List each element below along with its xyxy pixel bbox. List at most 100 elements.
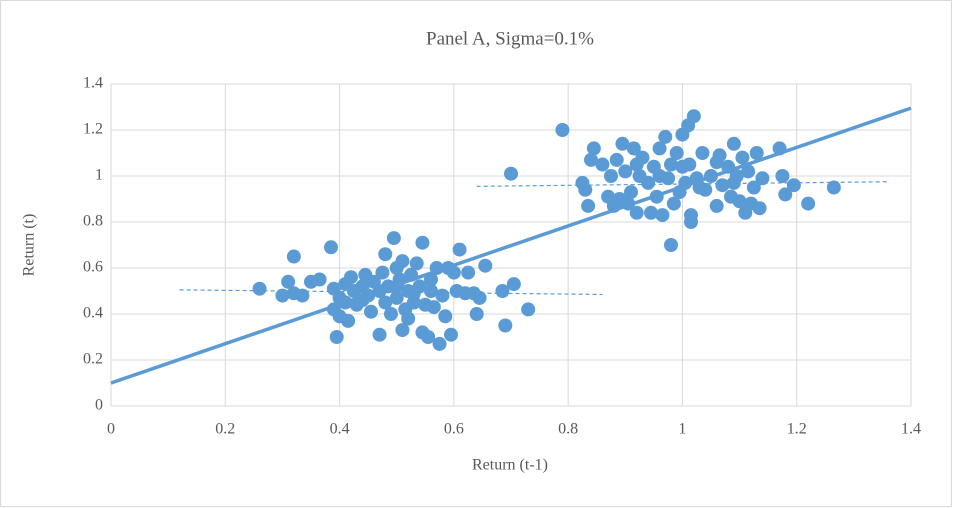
point [775,169,790,183]
point [826,180,841,195]
point [595,157,610,172]
point [626,141,641,156]
point [644,205,658,220]
point [421,330,436,344]
point [344,270,358,285]
chart-title: Panel A, Sigma=0.1% [426,28,594,49]
point [378,295,393,310]
point [386,231,401,246]
point [461,265,476,280]
point [629,205,644,220]
point [655,208,670,223]
point [609,152,624,167]
point [752,201,767,216]
point [801,196,816,211]
point [364,304,378,319]
point [709,198,724,213]
point [312,272,327,287]
y-tick-label: 1.4 [83,75,103,92]
point [478,258,493,273]
point [746,180,761,195]
point [735,150,750,165]
point [389,290,404,305]
point [275,288,290,303]
point [286,249,301,264]
point [506,277,521,292]
point [444,327,458,342]
point [749,146,764,160]
y-tick-label: 1 [95,167,103,184]
trend-line [179,289,603,296]
point [615,136,630,151]
point [435,288,450,303]
trend-line [476,181,889,187]
point [586,141,601,156]
point [469,307,484,321]
point [715,178,730,193]
x-tick-label: 1 [678,421,686,438]
point [709,155,724,170]
point [409,256,424,271]
point [698,182,713,197]
point [641,175,656,190]
point [686,109,701,124]
point [618,164,633,179]
point [755,171,770,186]
y-tick-label: 0 [95,397,103,414]
y-tick-label: 0.8 [83,213,103,230]
x-tick-label: 0.6 [444,421,464,438]
point [578,182,593,197]
x-axis-label: Return (t-1) [472,457,548,474]
point [581,198,596,213]
point [652,141,667,156]
point [375,265,390,280]
y-tick-label: 0.6 [83,259,103,276]
x-tick-label: 0.4 [330,421,350,438]
point [401,311,416,326]
point [415,235,430,250]
point [424,284,438,298]
y-axis-label: Return (t) [21,214,38,277]
point [281,274,296,289]
point [684,208,698,223]
point [395,323,410,338]
point [406,286,421,301]
x-tick-label: 1.4 [901,421,921,438]
point [395,254,410,269]
point [666,196,681,211]
point [584,152,598,167]
point [652,169,667,183]
point [341,313,356,328]
point [741,164,756,179]
point [521,302,536,317]
x-tick-label: 0 [107,421,115,438]
point [778,187,793,202]
point [624,185,638,200]
point [452,242,467,257]
point [504,166,518,181]
point [432,336,447,351]
point [295,288,310,303]
point [446,265,461,280]
point [726,136,741,151]
y-tick-label: 0.2 [83,351,103,368]
point [324,240,338,255]
point [378,247,393,262]
x-tick-label: 0.8 [558,421,578,438]
point [695,146,710,160]
point [604,169,618,183]
trend-line [110,106,912,385]
point [472,290,487,305]
y-tick-label: 0.4 [83,305,103,322]
point [629,157,644,172]
point [669,146,684,160]
point [384,307,398,321]
point [438,309,453,324]
point [786,178,801,193]
point [498,318,513,333]
point [658,129,673,144]
point [664,157,678,172]
point [372,327,387,342]
point [329,330,344,344]
